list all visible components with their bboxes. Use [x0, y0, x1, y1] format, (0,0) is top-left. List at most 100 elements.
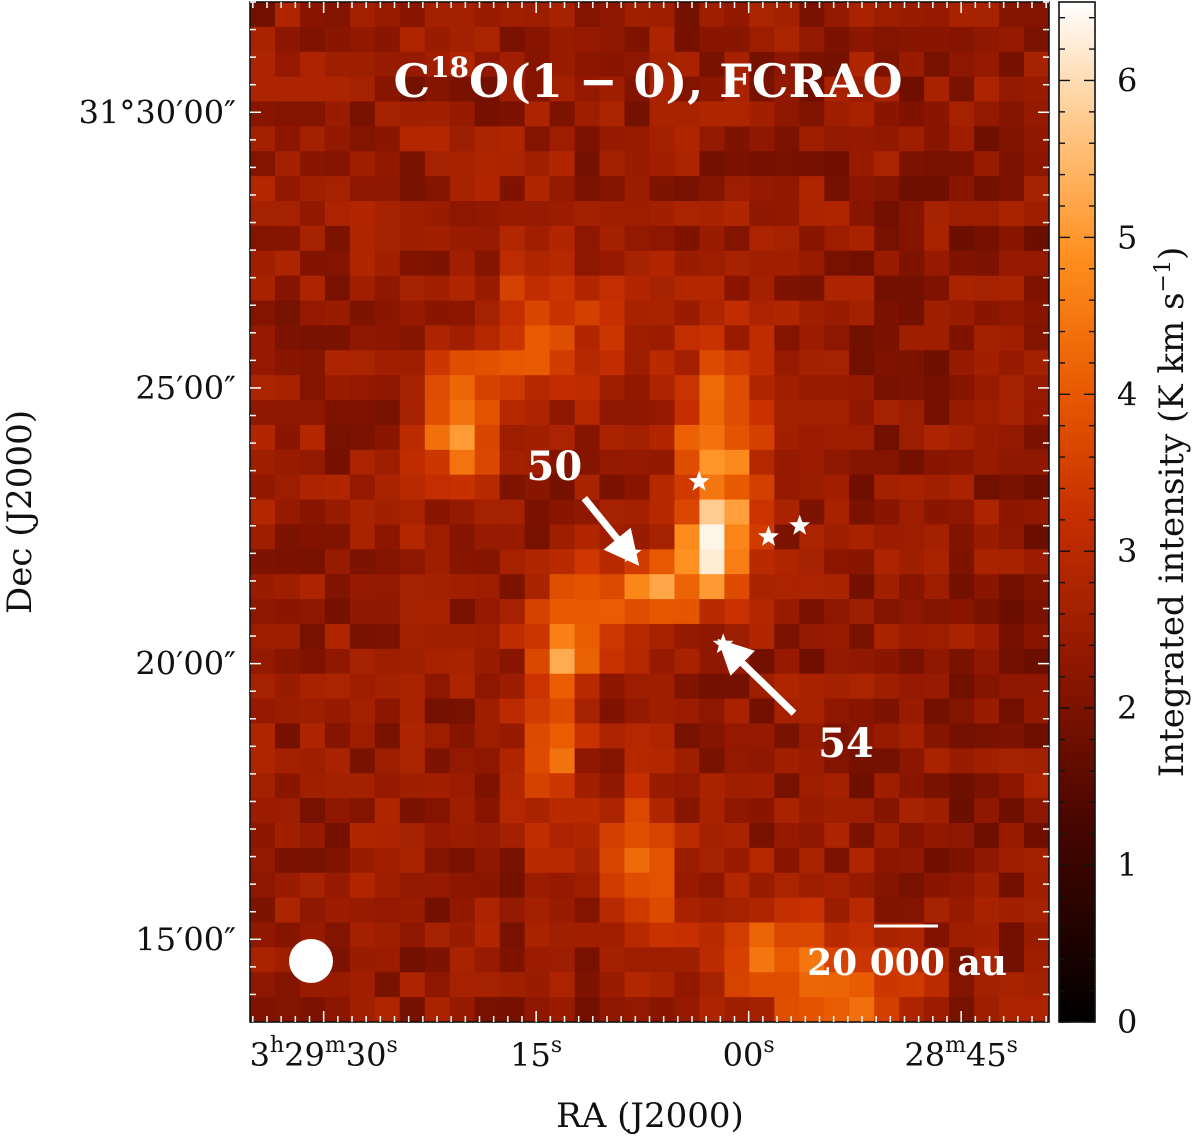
map-pixel: [999, 648, 1025, 675]
map-pixel: [649, 474, 676, 501]
map-pixel: [749, 922, 775, 948]
map-pixel: [374, 897, 401, 924]
map-pixel: [624, 997, 651, 1022]
map-pixel: [1024, 947, 1049, 973]
map-pixel: [449, 151, 476, 177]
map-pixel: [324, 250, 351, 277]
ra-tick-label: 15s: [510, 1033, 562, 1074]
map-pixel: [349, 723, 376, 749]
map-pixel: [1024, 350, 1049, 376]
map-pixel: [849, 648, 875, 675]
map-pixel: [499, 275, 526, 302]
map-pixel: [250, 51, 276, 78]
map-pixel: [449, 2, 476, 28]
map-pixel: [399, 748, 426, 774]
map-pixel: [674, 449, 701, 476]
map-pixel: [299, 375, 326, 401]
map-pixel: [499, 698, 526, 725]
map-pixel: [674, 648, 701, 675]
map-pixel: [849, 424, 875, 451]
map-pixel: [774, 972, 800, 998]
map-pixel: [699, 947, 726, 973]
map-pixel: [849, 26, 875, 53]
map-pixel: [374, 847, 401, 874]
map-pixel: [599, 424, 626, 451]
map-pixel: [649, 798, 676, 824]
map-pixel: [324, 424, 351, 451]
map-pixel: [874, 748, 900, 774]
map-pixel: [299, 822, 326, 849]
map-pixel: [799, 225, 825, 252]
map-pixel: [774, 897, 800, 924]
map-pixel: [349, 325, 376, 351]
map-pixel: [824, 648, 850, 675]
map-pixel: [274, 897, 301, 924]
map-pixel: [574, 350, 601, 376]
map-pixel: [774, 201, 800, 227]
map-pixel: [324, 748, 351, 774]
map-pixel: [549, 524, 576, 550]
map-pixel: [374, 773, 401, 799]
map-pixel: [324, 773, 351, 799]
map-pixel: [574, 897, 601, 924]
map-pixel: [424, 350, 451, 376]
map-pixel: [524, 524, 551, 550]
map-pixel: [699, 599, 726, 625]
map-pixel: [949, 599, 975, 625]
map-pixel: [824, 51, 850, 78]
map-pixel: [449, 176, 476, 202]
map-pixel: [399, 350, 426, 376]
map-pixel: [824, 773, 850, 799]
map-pixel: [274, 225, 301, 252]
map-pixel: [374, 872, 401, 899]
map-pixel: [799, 499, 825, 526]
map-pixel: [849, 449, 875, 476]
map-pixel: [999, 275, 1025, 302]
map-pixel: [749, 76, 775, 103]
map-pixel: [449, 698, 476, 725]
map-pixel: [250, 822, 276, 849]
map-pixel: [749, 847, 775, 874]
map-pixel: [499, 673, 526, 700]
map-pixel: [774, 872, 800, 899]
map-pixel: [799, 648, 825, 675]
map-pixel: [924, 574, 950, 600]
map-pixel: [374, 798, 401, 824]
map-pixel: [599, 972, 626, 998]
map-pixel: [824, 76, 850, 103]
map-pixel: [524, 897, 551, 924]
map-pixel: [349, 773, 376, 799]
map-pixel: [574, 847, 601, 874]
map-pixel: [599, 176, 626, 202]
map-pixel: [274, 822, 301, 849]
map-pixel: [474, 400, 501, 426]
map-pixel: [549, 773, 576, 799]
map-pixel: [699, 997, 726, 1022]
map-pixel: [624, 648, 651, 675]
map-pixel: [724, 574, 750, 600]
map-pixel: [649, 524, 676, 550]
map-pixel: [399, 773, 426, 799]
map-pixel: [624, 499, 651, 526]
map-pixel: [274, 300, 301, 327]
map-pixel: [899, 773, 925, 799]
ra-tick-label: 00s: [723, 1033, 775, 1074]
map-pixel: [424, 698, 451, 725]
map-pixel: [774, 499, 800, 526]
map-pixel: [649, 698, 676, 725]
map-pixel: [250, 350, 276, 376]
intensity-map: [250, 2, 1049, 1022]
map-pixel: [899, 350, 925, 376]
map-pixel: [949, 101, 975, 127]
map-pixel: [324, 847, 351, 874]
map-pixel: [574, 673, 601, 700]
map-pixel: [499, 375, 526, 401]
map-pixel: [624, 424, 651, 451]
map-pixel: [974, 101, 1000, 127]
map-pixel: [324, 126, 351, 152]
map-pixel: [974, 599, 1000, 625]
map-pixel: [399, 648, 426, 675]
map-pixel: [799, 350, 825, 376]
map-pixel: [424, 648, 451, 675]
map-pixel: [974, 275, 1000, 302]
